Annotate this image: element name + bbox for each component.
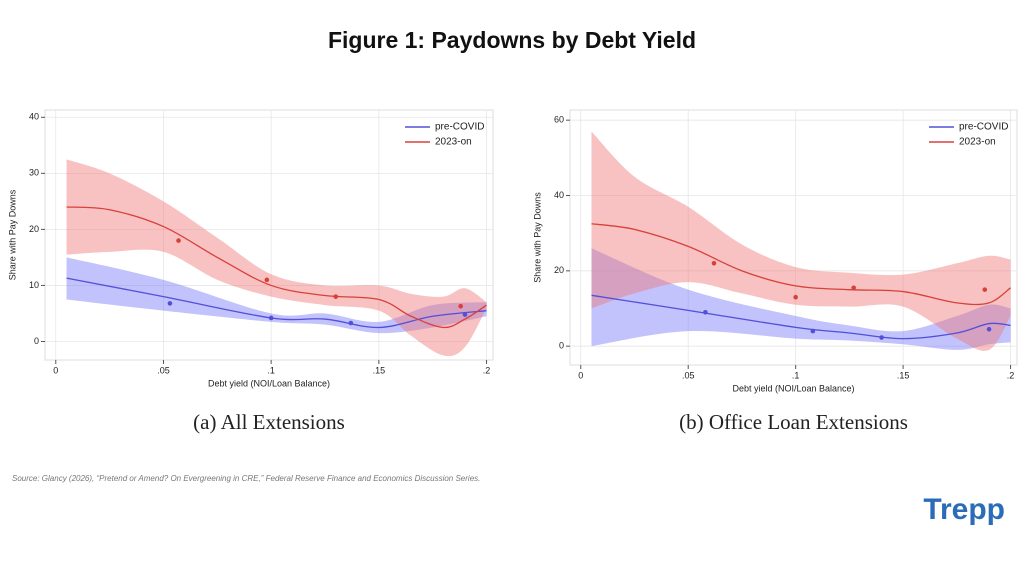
figure-title: Figure 1: Paydowns by Debt Yield — [328, 27, 696, 53]
fit-line — [66, 277, 487, 329]
data-point — [458, 303, 463, 309]
x-tick-label: 0 — [53, 365, 58, 375]
x-axis-label: Debt yield (NOI/Loan Balance) — [208, 378, 330, 388]
x-tick-label: .05 — [682, 370, 695, 380]
data-point — [793, 294, 798, 300]
fit-line — [591, 223, 1011, 306]
data-point — [176, 238, 181, 243]
logo[interactable]: Trepp — [923, 493, 1005, 526]
legend-label: 2023-on — [435, 137, 472, 148]
y-axis-label: Share with Pay Downs — [532, 192, 542, 283]
y-tick-label: 40 — [29, 112, 39, 122]
y-axis-label: Share with Pay Downs — [7, 189, 17, 280]
y-tick-label: 30 — [29, 168, 39, 178]
x-tick-label: .2 — [483, 365, 491, 375]
data-point — [711, 261, 717, 266]
data-point — [879, 335, 884, 340]
x-tick-label: .05 — [157, 365, 170, 375]
x-tick-label: 0 — [578, 370, 583, 380]
confidence-band — [591, 131, 1011, 351]
data-point — [982, 287, 988, 292]
legend-label: pre-COVID — [959, 122, 1008, 133]
x-tick-label: .1 — [267, 365, 275, 375]
source: Source: Glancy (2026), “Pretend or Amend… — [12, 474, 480, 483]
plot-frame — [44, 109, 494, 361]
y-tick-label: 60 — [554, 115, 564, 125]
x-axis-label: Debt yield (NOI/Loan Balance) — [732, 383, 854, 393]
x-tick-label: .15 — [897, 370, 910, 380]
y-tick-label: 20 — [554, 265, 564, 275]
legend-label: pre-COVID — [435, 122, 484, 133]
y-tick-label: 0 — [559, 341, 564, 351]
y-tick-label: 0 — [34, 336, 39, 346]
plot-frame — [569, 109, 1018, 366]
data-point — [851, 285, 856, 291]
confidence-band — [591, 248, 1011, 350]
y-tick-label: 20 — [29, 224, 39, 234]
data-point — [348, 320, 354, 326]
data-point — [462, 312, 468, 317]
legend-label: 2023-on — [959, 137, 996, 148]
panel-caption: (b) Office Loan Extensions — [679, 410, 908, 434]
data-point — [167, 301, 173, 306]
data-point — [264, 277, 270, 283]
x-tick-label: .1 — [792, 370, 800, 380]
y-tick-label: 10 — [29, 280, 39, 290]
panel-caption: (a) All Extensions — [193, 410, 345, 434]
fit-line — [591, 294, 1011, 340]
fit-line — [66, 206, 487, 329]
x-tick-label: .15 — [373, 365, 386, 375]
data-point — [333, 294, 339, 299]
data-point — [986, 326, 992, 332]
x-tick-label: .2 — [1007, 370, 1015, 380]
y-tick-label: 40 — [554, 190, 564, 200]
data-point — [703, 309, 708, 315]
confidence-band — [66, 159, 487, 357]
data-point — [810, 328, 816, 334]
data-point — [268, 315, 274, 321]
